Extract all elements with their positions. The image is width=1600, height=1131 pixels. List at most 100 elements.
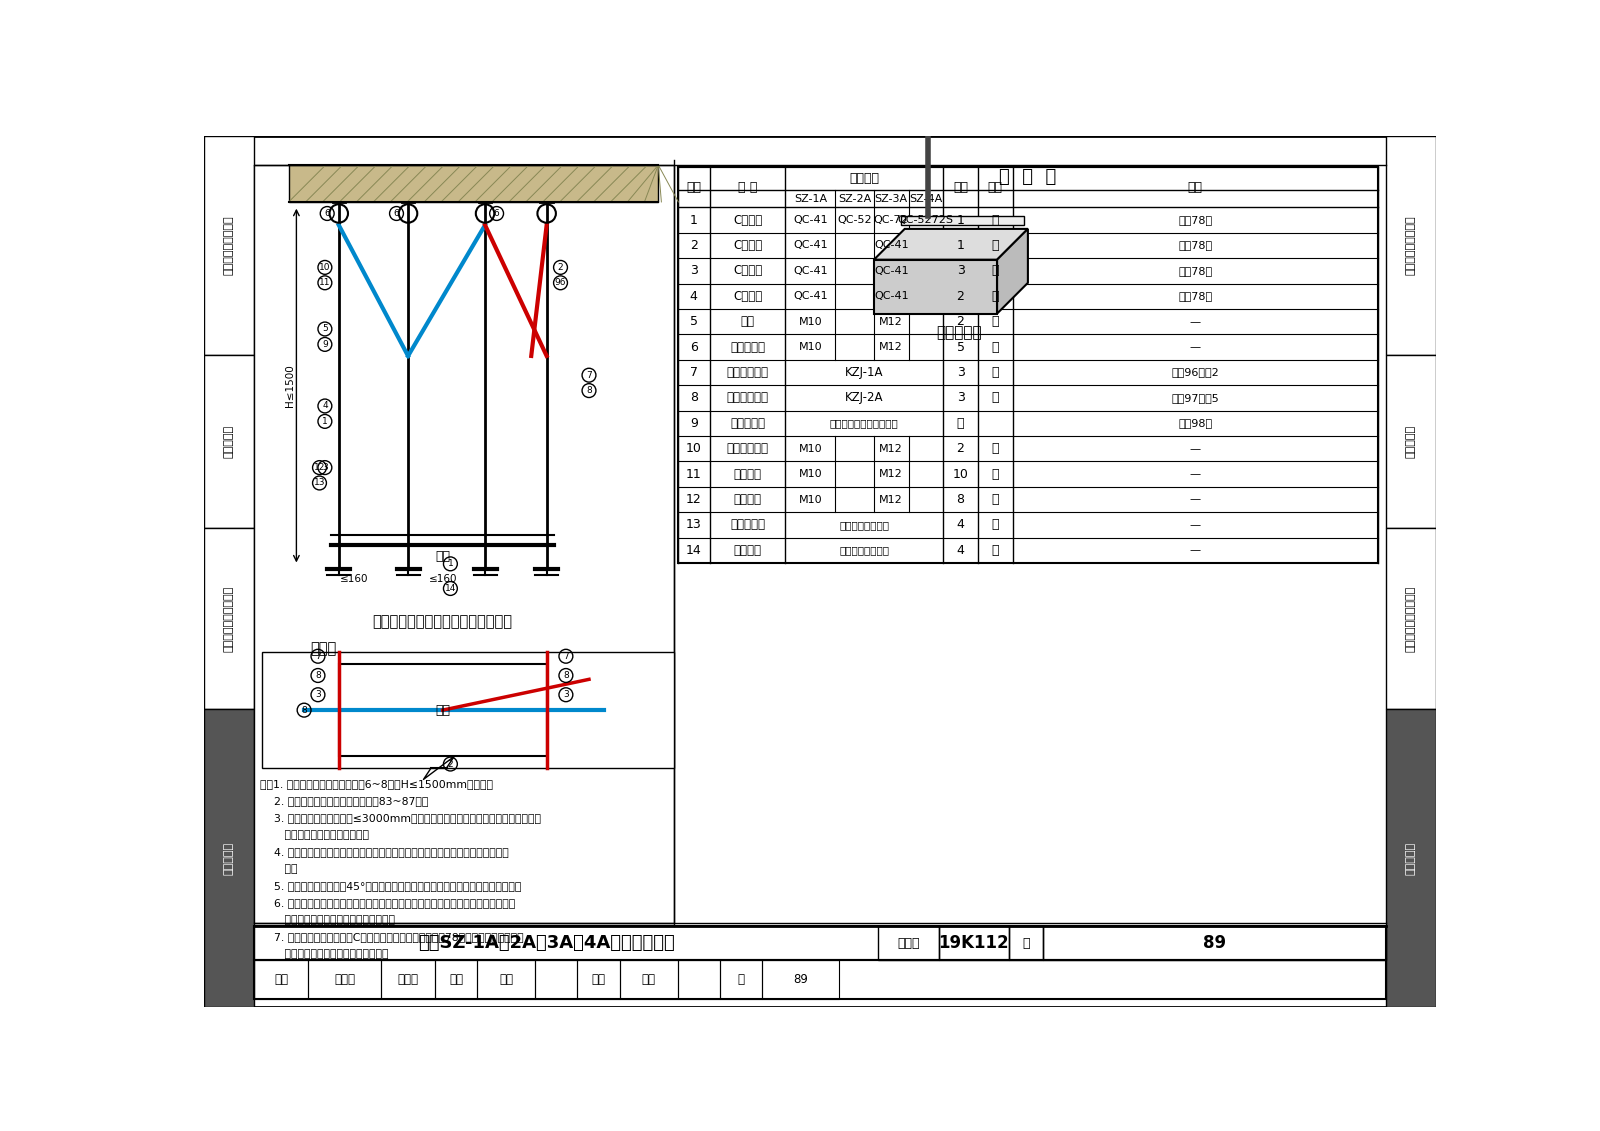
Text: 许远超: 许远超 <box>334 973 355 986</box>
Text: 套: 套 <box>992 366 998 379</box>
Text: 11: 11 <box>318 278 331 287</box>
Text: 风管固定件: 风管固定件 <box>730 518 765 532</box>
Text: QC-41: QC-41 <box>874 292 909 301</box>
Text: 6: 6 <box>325 209 330 218</box>
Text: 2: 2 <box>957 290 965 303</box>
Bar <box>205 528 254 709</box>
Text: QC-41: QC-41 <box>874 241 909 250</box>
Bar <box>477 960 534 999</box>
Text: 5: 5 <box>957 340 965 354</box>
Bar <box>254 960 1386 999</box>
Text: 校对: 校对 <box>450 973 462 986</box>
Bar <box>878 926 939 960</box>
Text: 抗震连接构件: 抗震连接构件 <box>726 391 768 405</box>
Text: —: — <box>1190 494 1202 504</box>
Text: KZJ-1A: KZJ-1A <box>845 366 883 379</box>
Text: 12: 12 <box>686 493 701 506</box>
Text: 个: 个 <box>992 493 998 506</box>
Text: 2: 2 <box>957 316 965 328</box>
Text: 3: 3 <box>315 690 322 699</box>
Text: 见第98页: 见第98页 <box>1178 418 1213 429</box>
Text: 图集号: 图集号 <box>898 936 920 950</box>
Bar <box>578 960 619 999</box>
Bar <box>288 165 658 202</box>
Text: 时，可替代一个承重支吴架。: 时，可替代一个承重支吴架。 <box>261 830 370 840</box>
Text: 9: 9 <box>690 417 698 430</box>
Text: 3: 3 <box>322 463 328 472</box>
Text: 套: 套 <box>992 391 998 405</box>
Text: 1: 1 <box>690 214 698 226</box>
Bar <box>254 926 1386 960</box>
Text: 三维示意图: 三维示意图 <box>936 326 981 340</box>
Text: 19K112: 19K112 <box>939 934 1010 952</box>
Bar <box>1008 926 1043 960</box>
Text: 7: 7 <box>586 371 592 380</box>
Text: 件: 件 <box>992 316 998 328</box>
Text: 数量: 数量 <box>954 181 968 193</box>
Text: 4: 4 <box>957 518 965 532</box>
Text: 抗震支吴架: 抗震支吴架 <box>1405 841 1416 874</box>
Text: 7: 7 <box>690 366 698 379</box>
Text: 5: 5 <box>690 316 698 328</box>
Text: QC-5272S: QC-5272S <box>898 215 954 225</box>
Bar <box>1043 926 1386 960</box>
Bar <box>677 167 1378 563</box>
Text: H≤1500: H≤1500 <box>285 364 296 407</box>
Text: 传统支吴架: 传统支吴架 <box>1405 425 1416 458</box>
Text: 1: 1 <box>322 417 328 426</box>
Text: 槽钉垫板: 槽钉垫板 <box>734 493 762 506</box>
Bar <box>307 960 381 999</box>
Text: 6: 6 <box>690 340 698 354</box>
Text: 6: 6 <box>394 209 400 218</box>
Text: 单位: 单位 <box>987 181 1003 193</box>
Text: SZ-2A: SZ-2A <box>838 193 872 204</box>
Text: M10: M10 <box>798 494 822 504</box>
Bar <box>939 926 1008 960</box>
Text: ≤160: ≤160 <box>429 575 458 585</box>
Text: C型槽钉: C型槽钉 <box>733 265 762 277</box>
Text: 13: 13 <box>686 518 701 532</box>
Text: 根据风管规格确定: 根据风管规格确定 <box>840 520 890 530</box>
Text: 注：1. 本图适用于抗震设防烈度为6~8度，H≤1500mm的工程。: 注：1. 本图适用于抗震设防烈度为6~8度，H≤1500mm的工程。 <box>261 779 493 789</box>
Text: 秦鑫: 秦鑫 <box>642 973 656 986</box>
Text: 个: 个 <box>992 544 998 556</box>
Text: 1: 1 <box>957 239 965 252</box>
Text: 设计: 设计 <box>592 973 606 986</box>
Text: —: — <box>1190 520 1202 530</box>
Text: M12: M12 <box>880 443 902 454</box>
Text: 7. 当工程设计中所选用的C型槽钉的规格及截面特性与第78页中的技术参数不一致: 7. 当工程设计中所选用的C型槽钉的规格及截面特性与第78页中的技术参数不一致 <box>261 932 523 942</box>
Text: 件号: 件号 <box>686 181 701 193</box>
Text: 5. 抗震斜撇安装角度为45°。若安装空间受限时，可调整安装角度，须进行验算。: 5. 抗震斜撇安装角度为45°。若安装空间受限时，可调整安装角度，须进行验算。 <box>261 881 522 891</box>
Text: 89: 89 <box>1203 934 1226 952</box>
Text: QC-41: QC-41 <box>794 241 827 250</box>
Text: 螺杆紧固件: 螺杆紧固件 <box>730 417 765 430</box>
Text: QC-41: QC-41 <box>794 266 827 276</box>
Text: 见第78页: 见第78页 <box>1178 266 1213 276</box>
Text: 4. 图中「蓝色」表示的部分为侧向抗震斜撇，「红色」表示的部分为纵向抗震斜: 4. 图中「蓝色」表示的部分为侧向抗震斜撇，「红色」表示的部分为纵向抗震斜 <box>261 847 509 857</box>
Text: —: — <box>1190 443 1202 454</box>
Text: 见第78页: 见第78页 <box>1178 215 1213 225</box>
Bar <box>762 960 840 999</box>
Bar <box>262 653 674 768</box>
Text: 2: 2 <box>957 442 965 455</box>
Text: 见第78页: 见第78页 <box>1178 292 1213 301</box>
Bar <box>254 165 674 923</box>
Text: C型槽钉: C型槽钉 <box>733 214 762 226</box>
Text: 8: 8 <box>690 391 698 405</box>
Polygon shape <box>997 228 1027 313</box>
Text: SZ-3A: SZ-3A <box>875 193 907 204</box>
Text: 8: 8 <box>563 671 568 680</box>
Text: 8: 8 <box>586 386 592 395</box>
Text: 件: 件 <box>992 290 998 303</box>
Bar <box>720 960 762 999</box>
Text: 3: 3 <box>563 690 568 699</box>
Text: 10: 10 <box>686 442 702 455</box>
Text: 六角连接螺母: 六角连接螺母 <box>726 442 768 455</box>
Text: 3: 3 <box>957 366 965 379</box>
Text: 个: 个 <box>992 442 998 455</box>
Text: 4: 4 <box>322 402 328 411</box>
Text: 柔性SZ-1A、2A、3A、4A抗震支吴架图: 柔性SZ-1A、2A、3A、4A抗震支吴架图 <box>418 934 675 952</box>
Bar <box>1386 355 1437 528</box>
Text: 5: 5 <box>322 325 328 334</box>
Text: —: — <box>1190 469 1202 480</box>
